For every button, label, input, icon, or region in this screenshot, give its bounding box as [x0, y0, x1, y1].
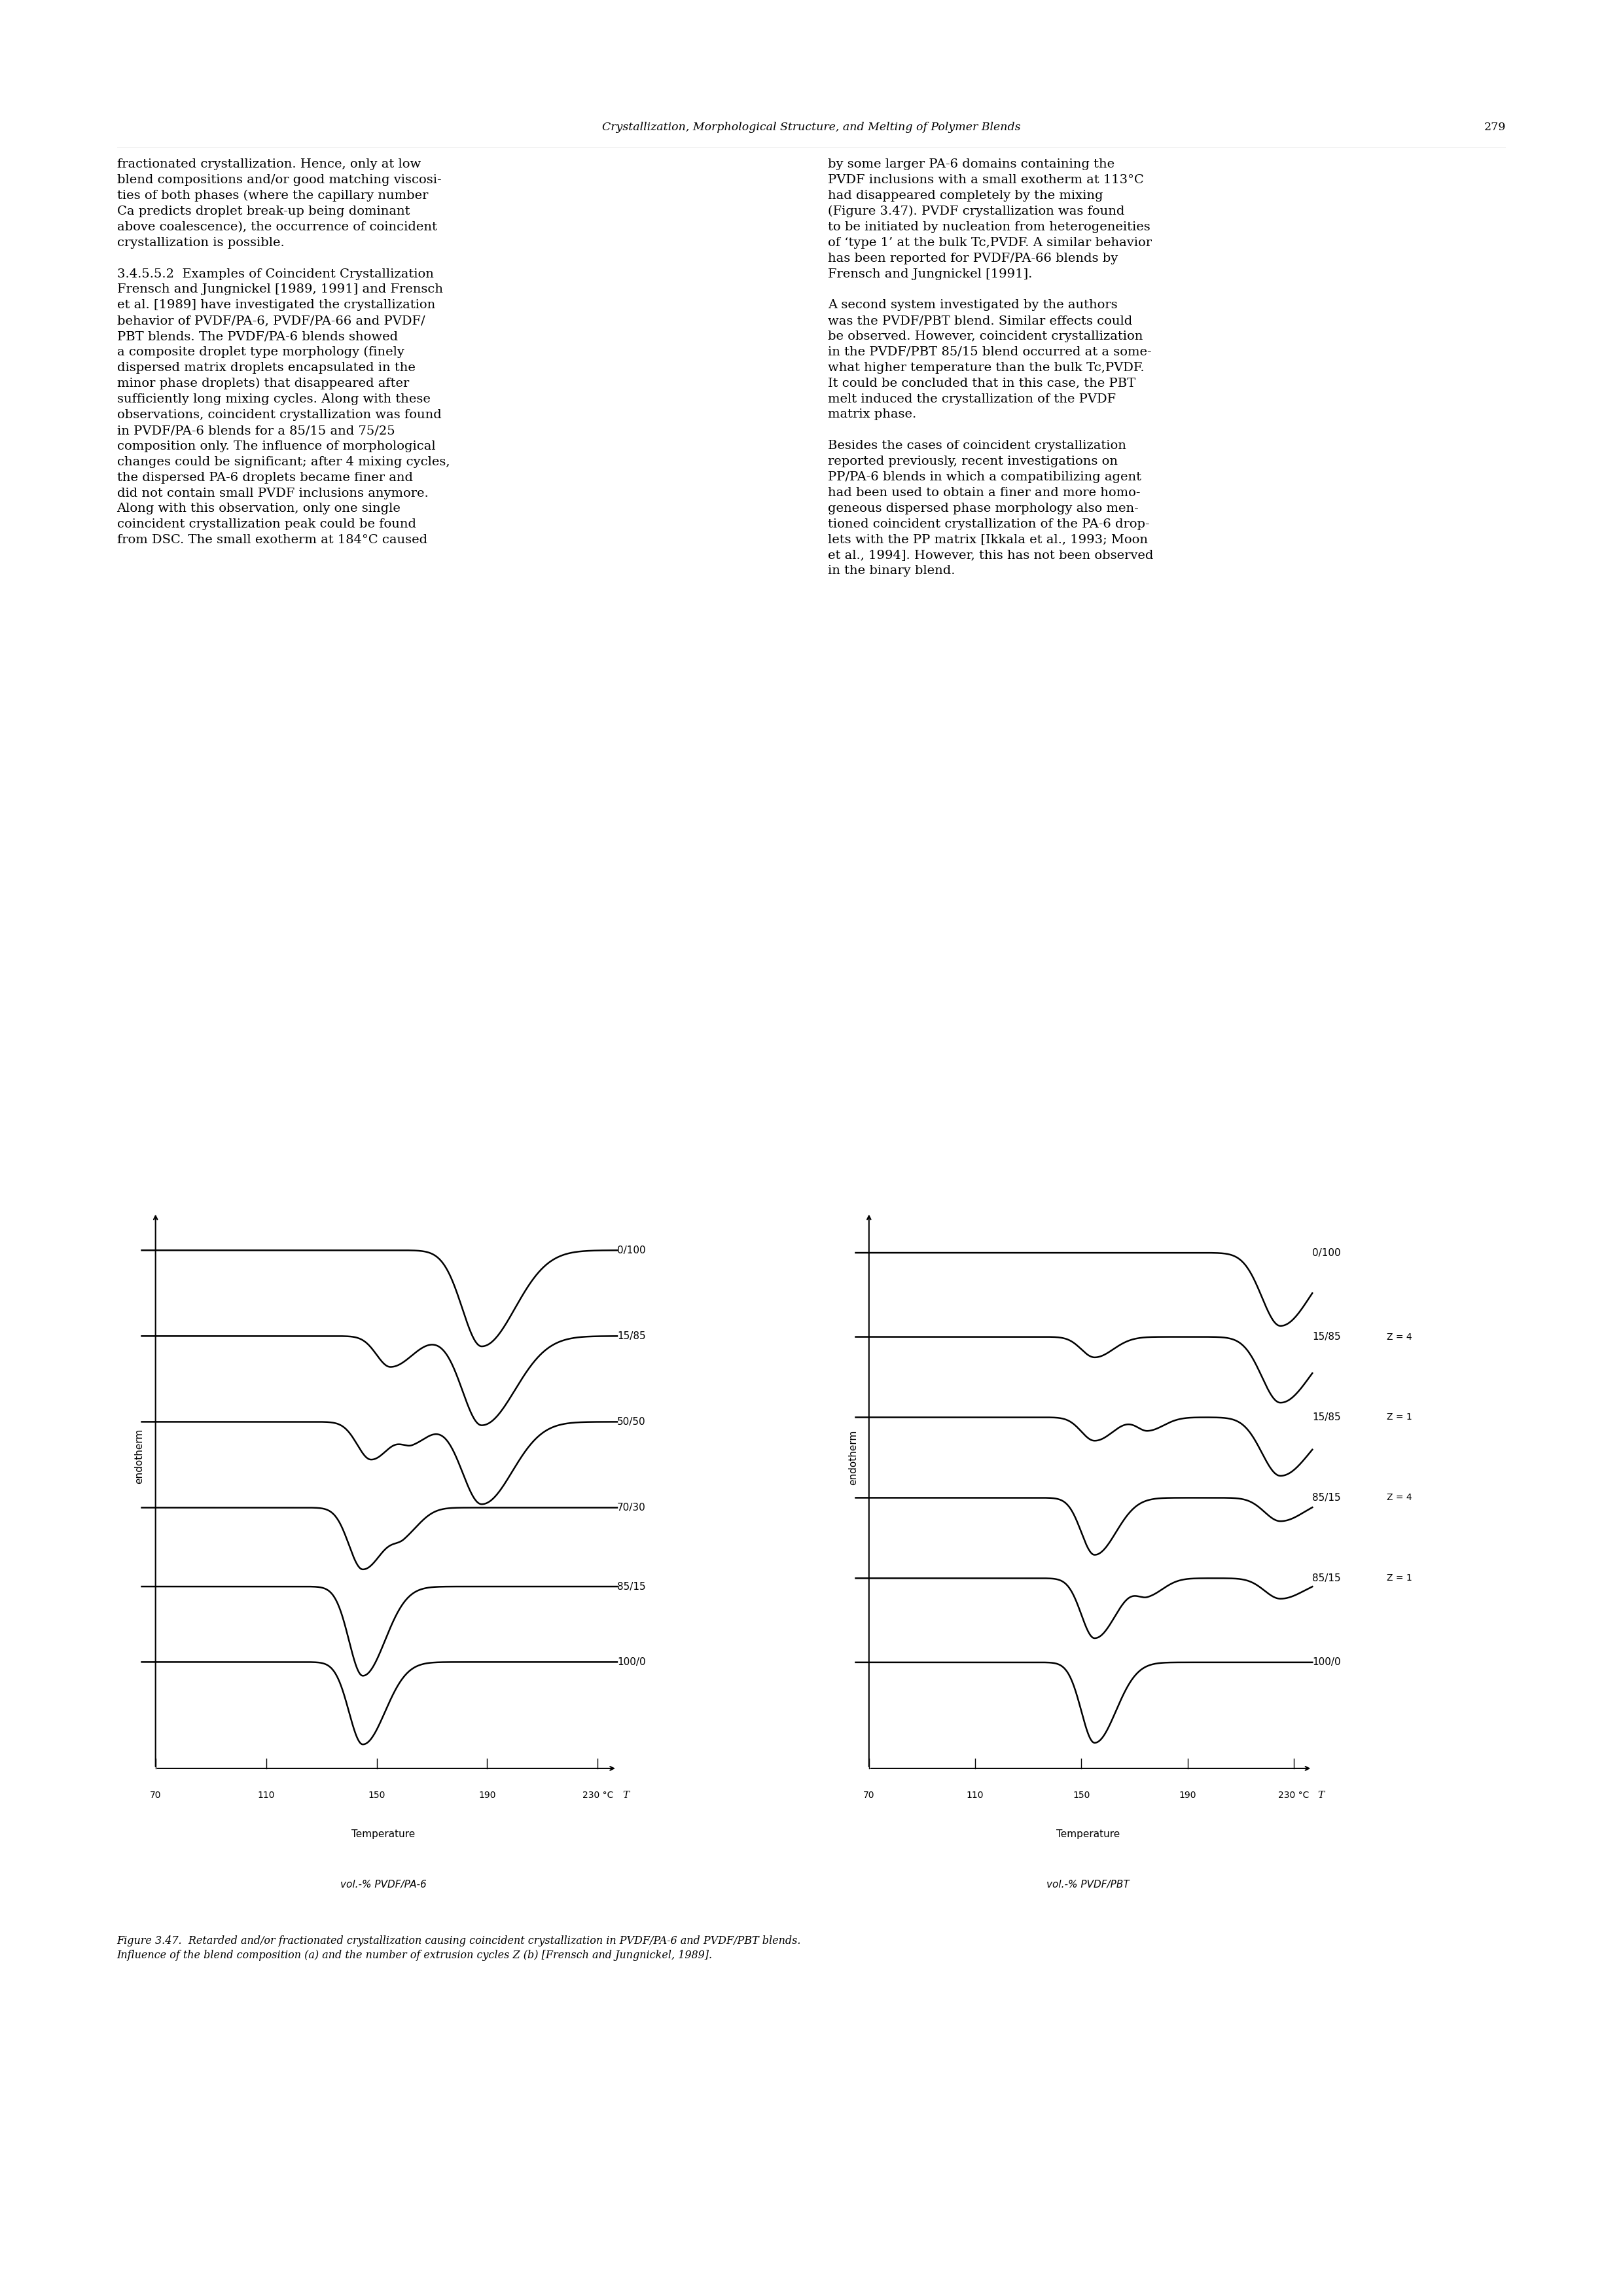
Text: 190: 190	[1178, 1791, 1196, 1800]
Text: Figure 3.47.  Retarded and/or fractionated crystallization causing coincident cr: Figure 3.47. Retarded and/or fractionate…	[117, 1936, 802, 1961]
Text: by some larger PA-6 domains containing the
PVDF inclusions with a small exotherm: by some larger PA-6 domains containing t…	[828, 158, 1154, 576]
Text: vol.-% PVDF/PBT: vol.-% PVDF/PBT	[1047, 1880, 1130, 1890]
Text: 110: 110	[258, 1791, 274, 1800]
Text: 15/85: 15/85	[617, 1332, 646, 1341]
Text: 85/15: 85/15	[1313, 1492, 1341, 1502]
Text: Temperature: Temperature	[352, 1830, 415, 1839]
Text: 70/30: 70/30	[617, 1502, 646, 1513]
Text: Z = 4: Z = 4	[1386, 1332, 1412, 1341]
Text: vol.-% PVDF/PA-6: vol.-% PVDF/PA-6	[341, 1880, 427, 1890]
Text: 85/15: 85/15	[1313, 1573, 1341, 1584]
Text: 150: 150	[368, 1791, 385, 1800]
Text: 15/85: 15/85	[1313, 1412, 1341, 1421]
Text: 150: 150	[1073, 1791, 1091, 1800]
Text: Temperature: Temperature	[1057, 1830, 1120, 1839]
Text: 0/100: 0/100	[617, 1244, 646, 1256]
Text: Z = 1: Z = 1	[1386, 1412, 1412, 1421]
Text: 100/0: 100/0	[1313, 1658, 1341, 1667]
Text: 230 °C: 230 °C	[583, 1791, 613, 1800]
Text: 230 °C: 230 °C	[1279, 1791, 1310, 1800]
Text: 70: 70	[863, 1791, 875, 1800]
Text: 100/0: 100/0	[617, 1658, 646, 1667]
Text: T: T	[623, 1791, 630, 1800]
Text: Z = 1: Z = 1	[1386, 1573, 1412, 1582]
Text: 190: 190	[479, 1791, 497, 1800]
Text: 279: 279	[1485, 122, 1506, 133]
Text: endotherm: endotherm	[135, 1428, 144, 1483]
Text: fractionated crystallization. Hence, only at low
blend compositions and/or good : fractionated crystallization. Hence, onl…	[117, 158, 450, 546]
Text: T: T	[1318, 1791, 1324, 1800]
Text: Z = 4: Z = 4	[1386, 1492, 1412, 1502]
Text: 50/50: 50/50	[617, 1417, 646, 1426]
Text: 110: 110	[966, 1791, 984, 1800]
Text: 15/85: 15/85	[1313, 1332, 1341, 1341]
Text: Crystallization, Morphological Structure, and Melting of Polymer Blends: Crystallization, Morphological Structure…	[602, 122, 1021, 133]
Text: 70: 70	[149, 1791, 161, 1800]
Text: endotherm: endotherm	[849, 1430, 859, 1486]
Text: 85/15: 85/15	[617, 1582, 646, 1591]
Text: 0/100: 0/100	[1313, 1247, 1341, 1258]
